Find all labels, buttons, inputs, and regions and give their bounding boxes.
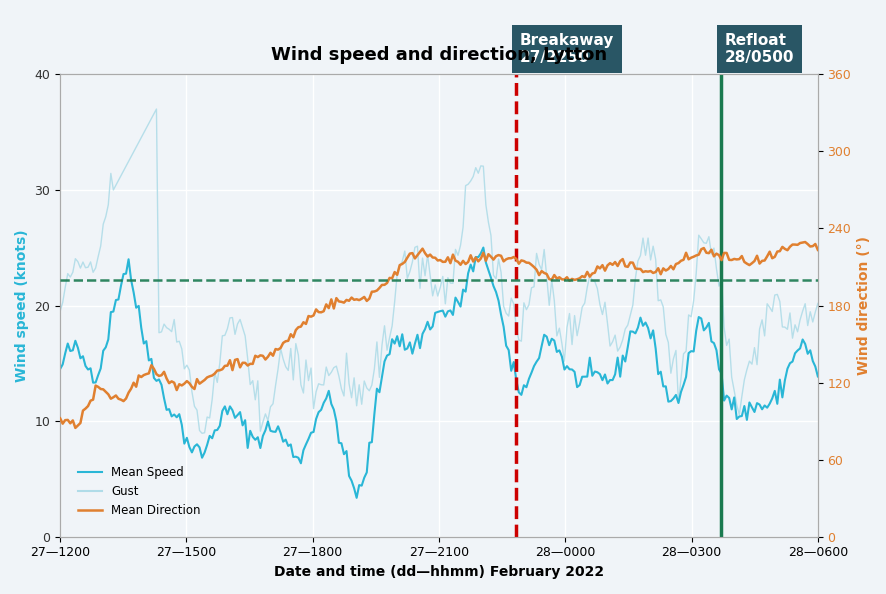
Text: Refloat
28/0500: Refloat 28/0500 (725, 33, 794, 65)
Y-axis label: Wind direction (°): Wind direction (°) (857, 236, 871, 375)
Title: Wind speed and direction, Lytton: Wind speed and direction, Lytton (271, 46, 607, 65)
Legend: Mean Speed, Gust, Mean Direction: Mean Speed, Gust, Mean Direction (74, 462, 206, 522)
X-axis label: Date and time (dd—hhmm) February 2022: Date and time (dd—hhmm) February 2022 (274, 565, 604, 579)
Y-axis label: Wind speed (knots): Wind speed (knots) (15, 229, 29, 382)
Text: Breakaway
27/2250: Breakaway 27/2250 (520, 33, 615, 65)
